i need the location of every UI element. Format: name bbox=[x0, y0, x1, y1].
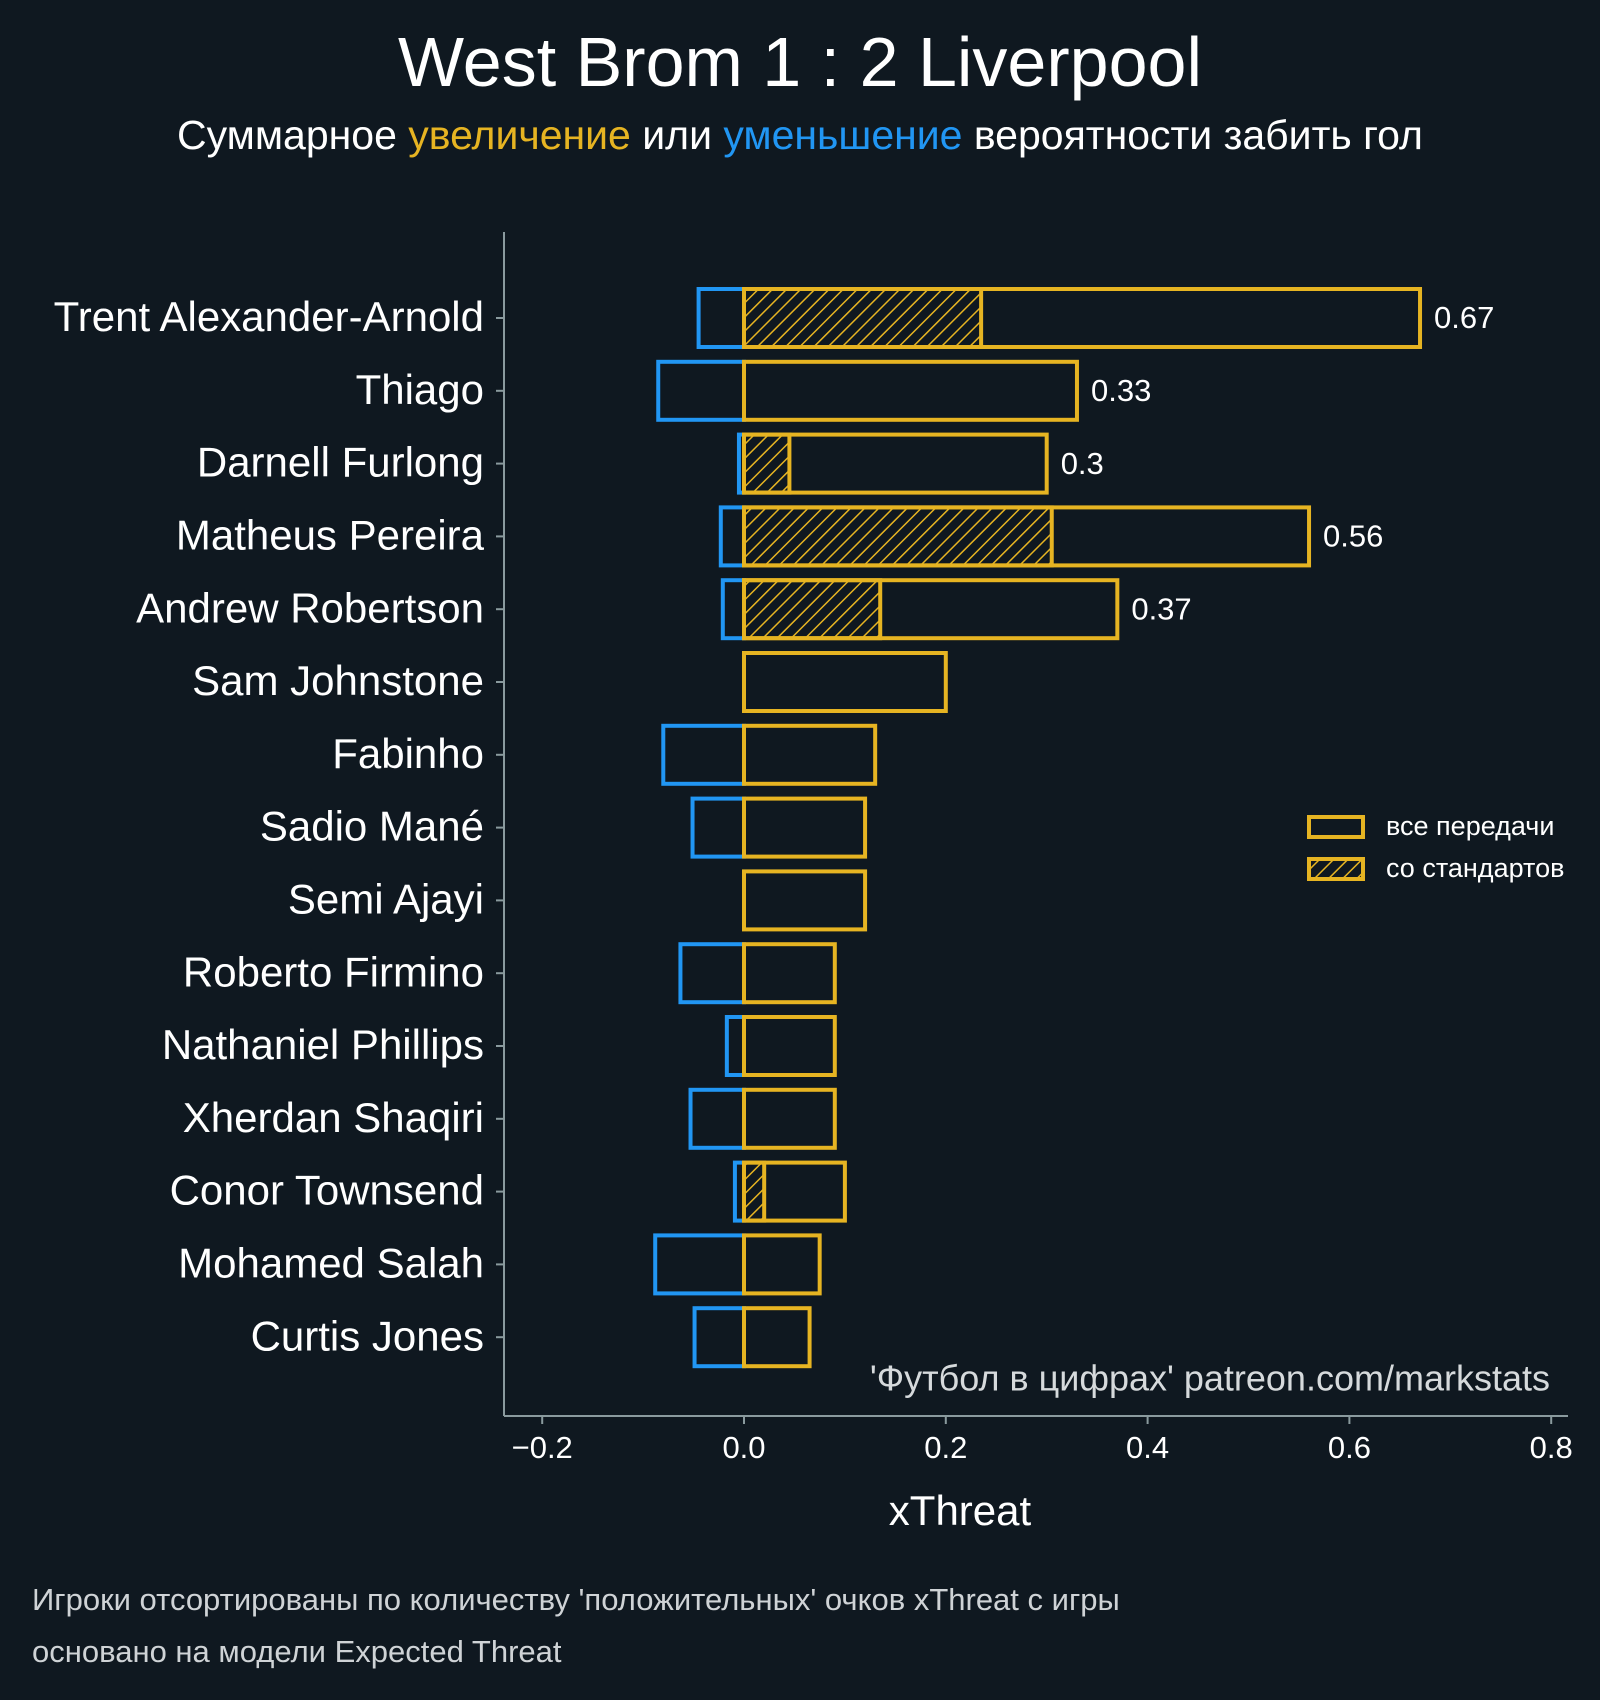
bar-positive bbox=[742, 359, 1079, 422]
x-axis-label: xThreat bbox=[889, 1487, 1032, 1534]
x-tick-label: 0.4 bbox=[1126, 1430, 1169, 1465]
y-tick-label: Sam Johnstone bbox=[192, 657, 484, 704]
bar-positive bbox=[742, 1015, 837, 1077]
y-tick-label: Darnell Furlong bbox=[197, 439, 484, 486]
bar-positive bbox=[742, 578, 1120, 641]
bar-positive bbox=[742, 869, 868, 932]
subtitle-increase: увеличение bbox=[408, 112, 631, 158]
bar-positive bbox=[742, 942, 837, 1005]
bar-negative bbox=[688, 1087, 747, 1150]
x-tick-label: 0.0 bbox=[722, 1430, 765, 1465]
bar-set-pieces bbox=[742, 287, 984, 349]
y-tick-label: Trent Alexander-Arnold bbox=[54, 293, 484, 340]
x-tick-label: −0.2 bbox=[512, 1430, 573, 1465]
chart-subtitle: Суммарное увеличение или уменьшение веро… bbox=[0, 112, 1600, 159]
bar-negative bbox=[724, 1015, 746, 1077]
x-tick-label: 0.8 bbox=[1530, 1430, 1573, 1465]
y-tick-label: Matheus Pereira bbox=[176, 511, 485, 558]
legend-swatch-all-passes bbox=[1307, 815, 1365, 839]
legend-label-all-passes: все передачи bbox=[1386, 811, 1554, 841]
y-tick-label: Fabinho bbox=[332, 730, 484, 777]
value-label: 0.33 bbox=[1091, 373, 1151, 408]
watermark: 'Футбол в цифрах' patreon.com/markstats bbox=[870, 1358, 1550, 1399]
bar-negative bbox=[653, 1233, 747, 1296]
bar-positive bbox=[742, 505, 1312, 568]
y-tick-label: Semi Ajayi bbox=[288, 875, 484, 922]
bar-negative bbox=[656, 359, 746, 422]
x-tick-label: 0.2 bbox=[924, 1430, 967, 1465]
bar-set-pieces bbox=[742, 432, 792, 495]
legend-swatch-set-pieces bbox=[1307, 857, 1365, 881]
subtitle-middle: или bbox=[630, 112, 724, 158]
y-tick-label: Xherdan Shaqiri bbox=[183, 1094, 484, 1141]
bar-negative bbox=[690, 796, 747, 859]
bar-positive bbox=[742, 651, 948, 713]
bar-positive bbox=[742, 1306, 812, 1369]
chart-title: West Brom 1 : 2 Liverpool bbox=[397, 23, 1203, 101]
subtitle-prefix: Суммарное bbox=[177, 112, 409, 158]
bar-positive bbox=[742, 432, 1049, 495]
bar-positive bbox=[742, 1233, 822, 1296]
bar-set-pieces bbox=[742, 578, 883, 641]
bar-negative bbox=[661, 723, 747, 786]
bar-positive bbox=[742, 287, 1423, 349]
bar-positive bbox=[742, 1160, 847, 1223]
x-tick-label: 0.6 bbox=[1328, 1430, 1371, 1465]
bar-negative bbox=[692, 1306, 747, 1369]
y-tick-label: Roberto Firmino bbox=[183, 948, 484, 995]
bar-set-pieces bbox=[742, 1160, 767, 1223]
bar-positive bbox=[742, 723, 878, 786]
footnote-sort-order: Игроки отсортированы по количеству 'поло… bbox=[32, 1582, 1120, 1617]
bar-negative bbox=[720, 578, 746, 641]
bar-negative bbox=[718, 505, 747, 568]
y-tick-label: Thiago bbox=[356, 366, 484, 413]
bar-set-pieces bbox=[742, 505, 1054, 568]
y-tick-label: Curtis Jones bbox=[251, 1312, 484, 1359]
bar-negative bbox=[696, 287, 746, 349]
bar-positive bbox=[742, 796, 868, 859]
legend-label-set-pieces: со стандартов bbox=[1386, 853, 1564, 883]
bar-negative bbox=[678, 942, 746, 1005]
y-tick-label: Mohamed Salah bbox=[178, 1239, 484, 1286]
bar-positive bbox=[742, 1087, 837, 1150]
y-tick-label: Sadio Mané bbox=[260, 803, 484, 850]
y-tick-label: Andrew Robertson bbox=[136, 584, 484, 631]
subtitle-decrease: уменьшение bbox=[723, 112, 963, 158]
value-label: 0.37 bbox=[1131, 591, 1191, 626]
y-tick-label: Conor Townsend bbox=[170, 1167, 484, 1214]
footnote-model: основано на модели Expected Threat bbox=[32, 1634, 562, 1669]
subtitle-suffix: вероятности забить гол bbox=[962, 112, 1423, 158]
y-tick-label: Nathaniel Phillips bbox=[162, 1021, 484, 1068]
value-label: 0.3 bbox=[1061, 446, 1104, 481]
value-label: 0.56 bbox=[1323, 519, 1383, 554]
value-label: 0.67 bbox=[1434, 300, 1494, 335]
